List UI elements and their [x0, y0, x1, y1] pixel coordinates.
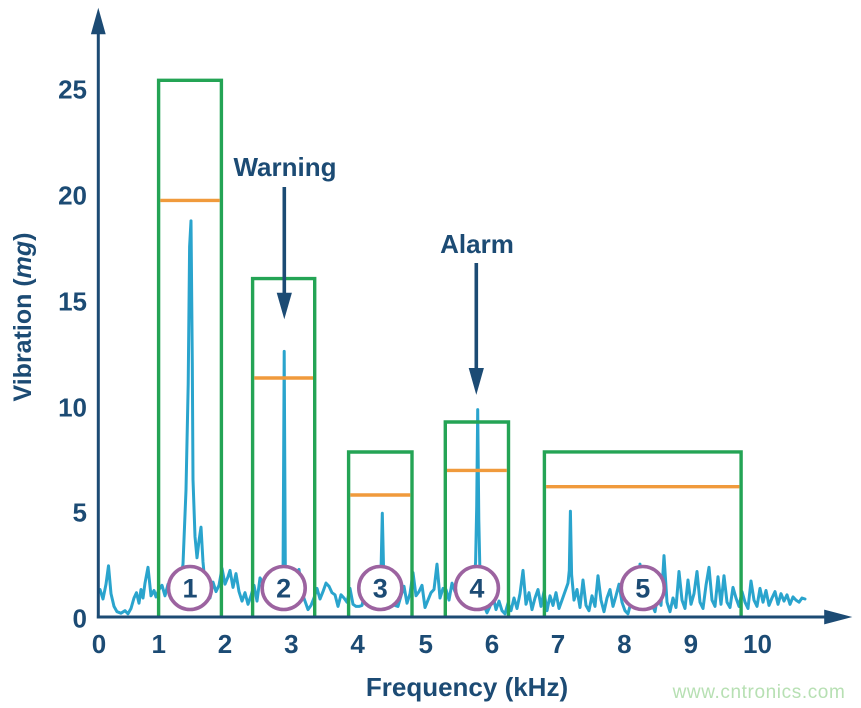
svg-text:10: 10 [743, 629, 772, 659]
svg-text:Frequency (kHz): Frequency (kHz) [366, 672, 568, 702]
svg-text:5: 5 [73, 498, 87, 528]
svg-text:1: 1 [151, 629, 165, 659]
svg-text:4: 4 [469, 574, 484, 604]
svg-text:Alarm: Alarm [440, 229, 514, 259]
svg-text:15: 15 [58, 287, 87, 317]
svg-text:25: 25 [58, 75, 87, 105]
svg-text:0: 0 [73, 604, 87, 634]
svg-text:20: 20 [58, 181, 87, 211]
svg-text:9: 9 [684, 629, 698, 659]
svg-text:5: 5 [418, 629, 432, 659]
svg-text:8: 8 [617, 629, 631, 659]
svg-text:www.cntronics.com: www.cntronics.com [672, 682, 846, 703]
svg-text:Warning: Warning [233, 152, 336, 182]
svg-text:10: 10 [58, 393, 87, 423]
svg-text:3: 3 [284, 629, 298, 659]
svg-text:6: 6 [485, 629, 499, 659]
svg-text:3: 3 [373, 574, 388, 604]
svg-text:4: 4 [350, 629, 365, 659]
svg-text:7: 7 [551, 629, 565, 659]
svg-text:2: 2 [218, 629, 232, 659]
svg-text:0: 0 [92, 629, 106, 659]
svg-text:Vibration (mg): Vibration (mg) [9, 233, 37, 402]
svg-text:5: 5 [635, 574, 650, 604]
svg-text:1: 1 [182, 574, 197, 604]
svg-text:2: 2 [276, 574, 291, 604]
